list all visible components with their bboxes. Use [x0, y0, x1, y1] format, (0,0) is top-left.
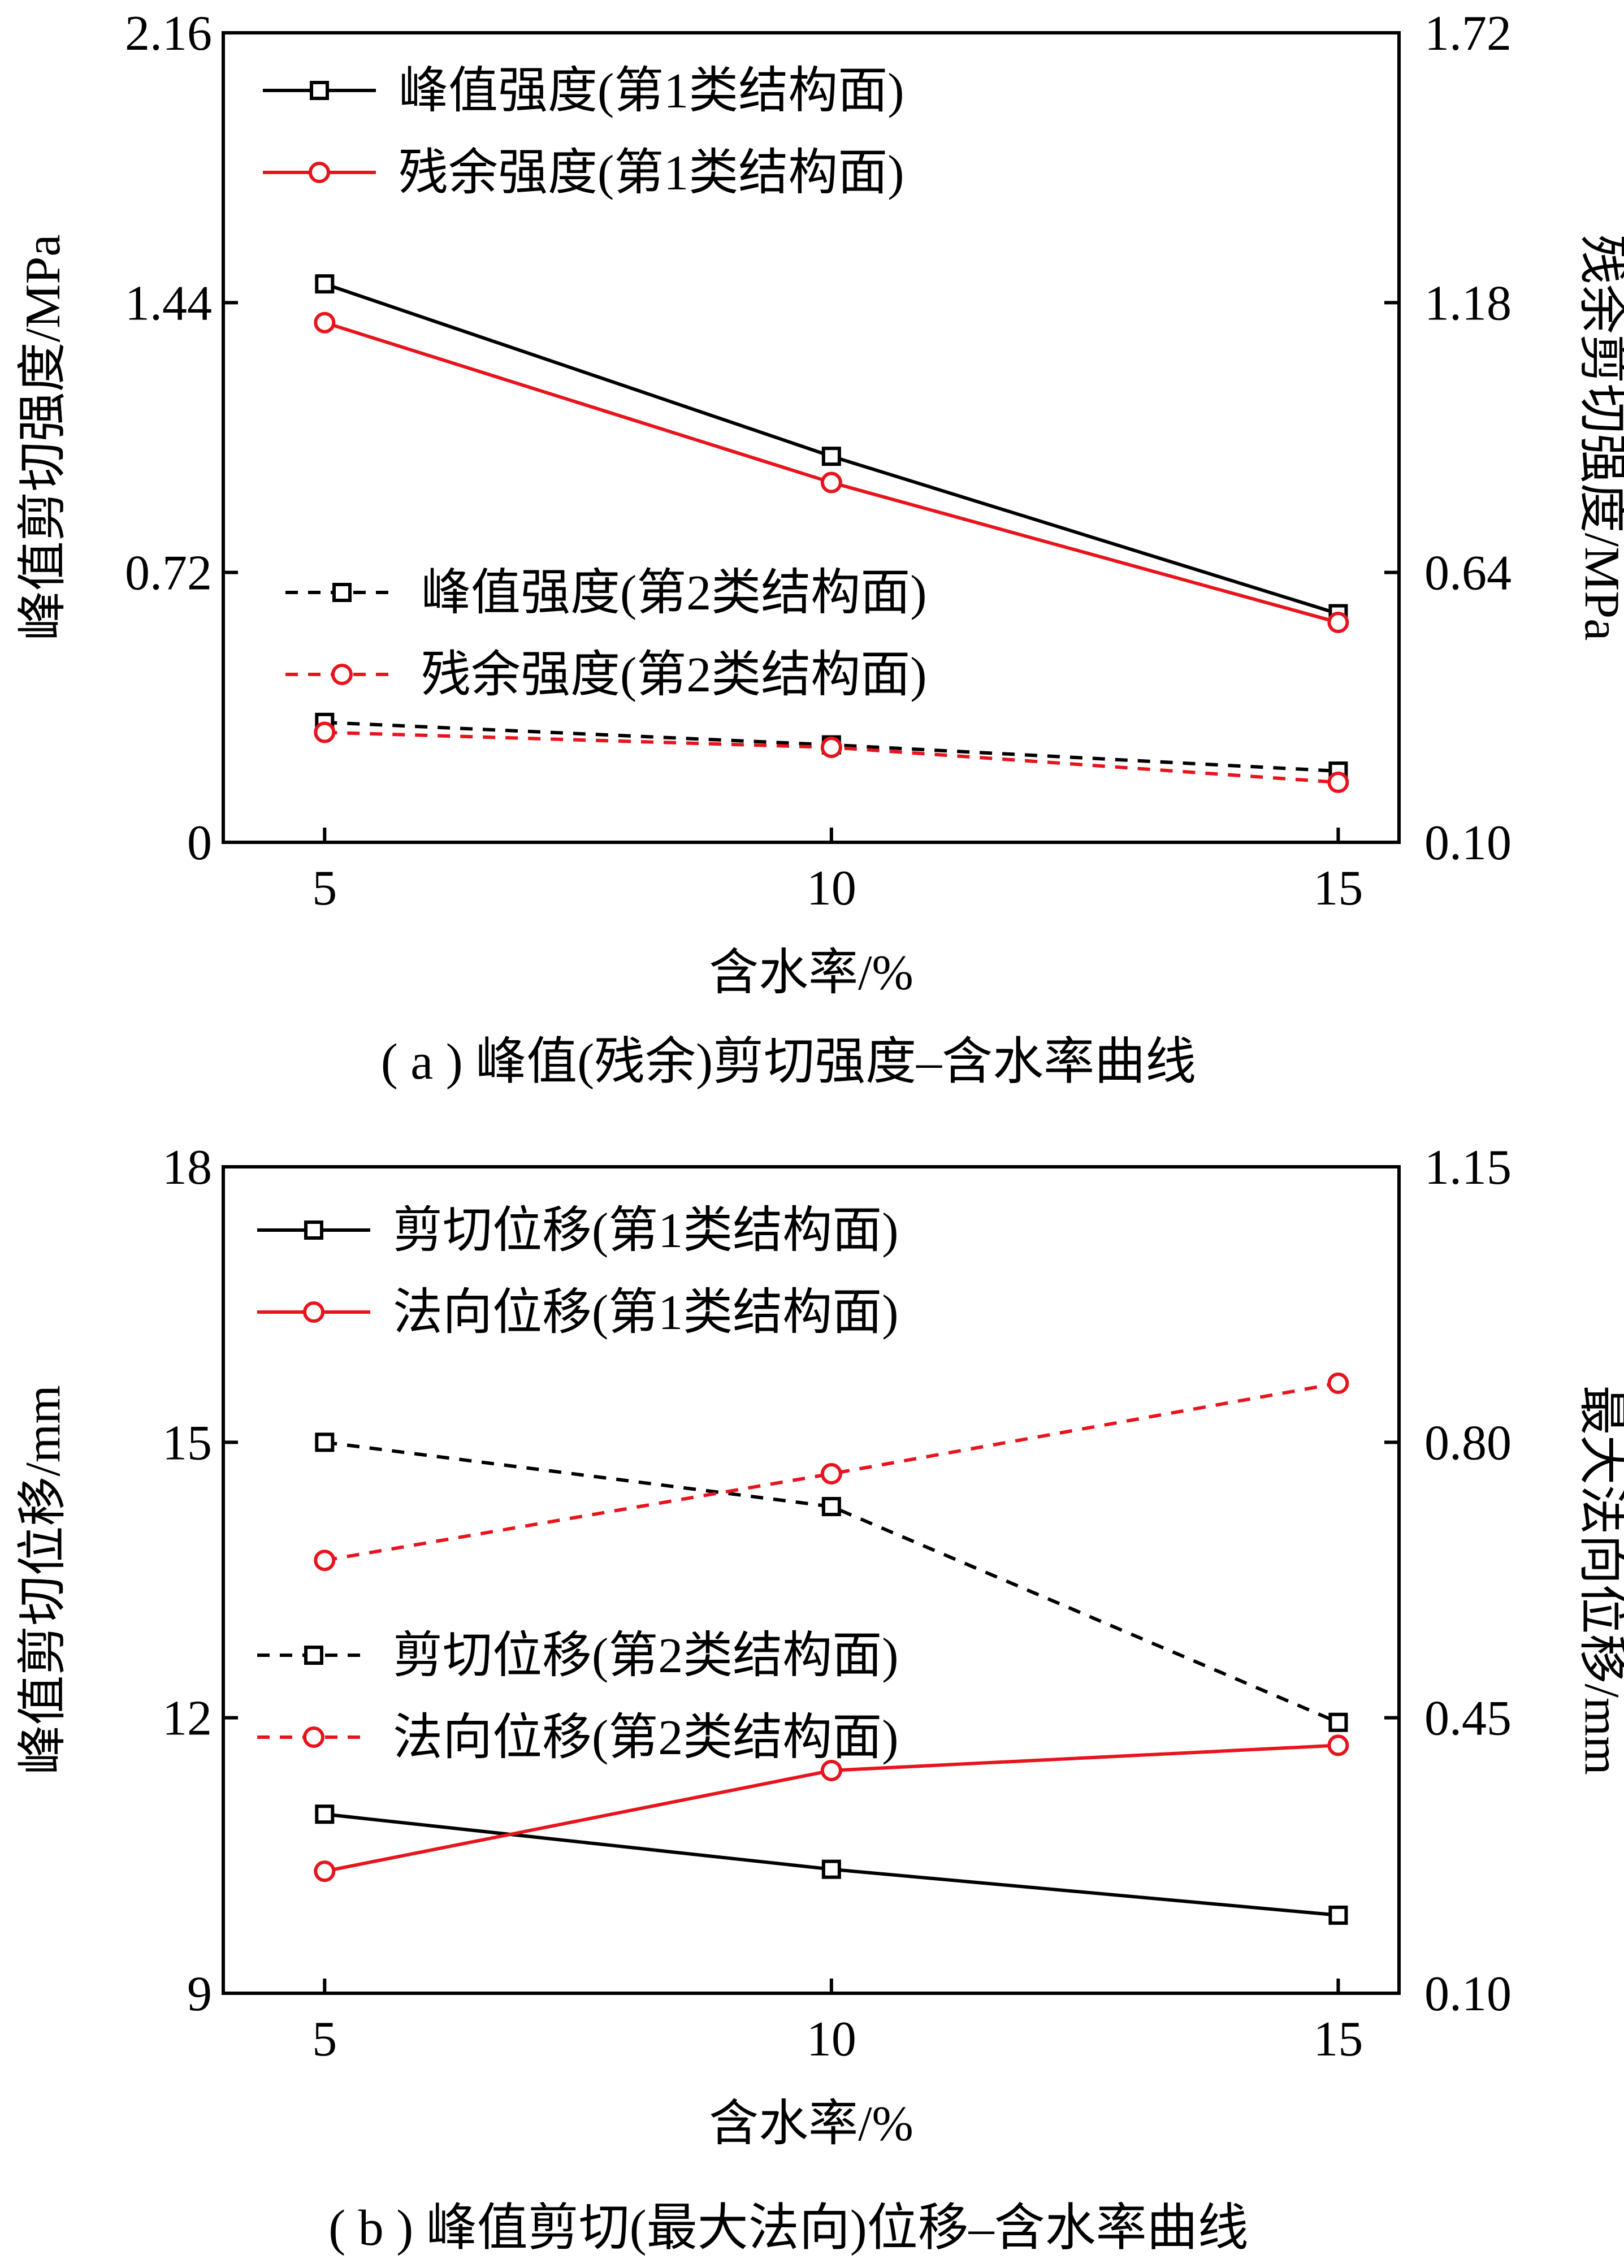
legend-swatch-marker [332, 583, 352, 602]
series-2-point-1 [314, 1860, 336, 1882]
y-right-tick-label: 0.64 [1424, 546, 1512, 601]
y-right-tick-label: 1.15 [1424, 1140, 1512, 1195]
y-right-axis-title: 残余剪切强度/MPa [1574, 235, 1624, 641]
series-1-point-1 [315, 1804, 335, 1824]
x-tick-label: 5 [312, 861, 337, 916]
y-left-axis-title: 峰值剪切位移/mm [16, 1385, 71, 1774]
series-1-point-3 [1328, 1905, 1348, 1925]
series-2-point-2 [820, 471, 842, 494]
x-tick-label: 10 [807, 2012, 856, 2067]
x-tick-label: 15 [1313, 2012, 1363, 2067]
series-1-point-1 [315, 274, 335, 294]
legend-label: 峰值强度(第2类结构面) [421, 566, 927, 621]
legend-label: 残余强度(第2类结构面) [421, 648, 927, 703]
series-2-point-2 [820, 1759, 842, 1781]
series-4-point-1 [314, 1549, 336, 1572]
x-axis-title: 含水率/% [709, 946, 913, 1001]
legend-swatch-marker [310, 81, 329, 100]
y-left-tick-label: 15 [162, 1416, 212, 1470]
legend-label: 峰值强度(第1类结构面) [399, 64, 904, 119]
legend-swatch-marker [331, 664, 353, 685]
series-1-point-2 [821, 1859, 841, 1879]
series-1-point-2 [821, 447, 841, 466]
y-right-tick-label: 1.18 [1424, 276, 1512, 331]
y-left-tick-label: 0 [187, 816, 212, 871]
y-right-tick-label: 0.80 [1424, 1416, 1512, 1470]
legend-label: 剪切位移(第2类结构面) [393, 1629, 899, 1683]
y-left-tick-label: 1.44 [125, 276, 212, 331]
chart-b-svg: 9 12 15 18 0.10 0.45 0.80 1.15 5 10 15 含水率/% 峰值剪切位移/… [16, 1140, 1624, 2256]
y-right-tick-label: 0.10 [1424, 816, 1512, 871]
x-axis-title: 含水率/% [709, 2097, 913, 2152]
chart-a-svg: 0 0.72 1.44 2.16 0.10 0.64 1.18 1.72 5 10 15 含水率/% 峰… [16, 6, 1624, 1090]
legend-label: 法向位移(第1类结构面) [393, 1286, 899, 1340]
legend-swatch-marker [304, 1220, 323, 1240]
series-4-point-3 [1327, 1372, 1349, 1394]
legend-label: 残余强度(第1类结构面) [399, 146, 904, 201]
y-left-tick-label: 18 [162, 1140, 212, 1195]
figure-caption: ( a ) 峰值(残余)剪切强度–含水率曲线 [381, 1034, 1196, 1090]
y-right-tick-label: 1.72 [1424, 6, 1512, 61]
y-left-axis-title: 峰值剪切强度/MPa [16, 235, 71, 641]
series-4-point-3 [1327, 771, 1349, 793]
chart-panel-b: 9 12 15 18 0.10 0.45 0.80 1.15 5 10 15 含水率/% 峰值剪切位移/… [0, 1134, 1624, 2268]
legend-swatch-marker [303, 1301, 324, 1323]
legend-label: 法向位移(第2类结构面) [393, 1711, 899, 1765]
series-3-point-3 [1328, 1712, 1348, 1732]
y-right-tick-label: 0.10 [1424, 1967, 1512, 2022]
x-tick-label: 5 [312, 2012, 337, 2067]
series-4-point-2 [820, 1463, 842, 1485]
legend-swatch-marker [304, 1646, 323, 1665]
plot-frame [222, 31, 1401, 844]
x-tick-label: 15 [1313, 861, 1363, 916]
series-3-point-2 [821, 1497, 841, 1517]
series-3-point-1 [315, 1432, 335, 1452]
series-4-point-1 [314, 721, 336, 743]
legend-swatch-marker [303, 1726, 324, 1748]
series-4-point-2 [820, 737, 842, 759]
y-left-tick-label: 0.72 [125, 546, 212, 601]
y-right-axis-title: 最大法向位移/mm [1574, 1385, 1624, 1774]
series-2-point-3 [1327, 1734, 1349, 1756]
y-left-tick-label: 2.16 [125, 6, 212, 61]
series-2-point-1 [314, 311, 336, 334]
y-left-tick-label: 12 [162, 1691, 212, 1746]
y-right-tick-label: 0.45 [1424, 1691, 1512, 1746]
figure-caption: ( b ) 峰值剪切(最大法向)位移–含水率曲线 [328, 2200, 1248, 2256]
legend-swatch-marker [309, 162, 330, 183]
y-left-tick-label: 9 [187, 1967, 212, 2022]
plot-frame [222, 1165, 1401, 1995]
series-line-3 [324, 1440, 1339, 1724]
series-2-point-3 [1327, 612, 1349, 634]
chart-panel-a: 0 0.72 1.44 2.16 0.10 0.64 1.18 1.72 5 10 15 含水率/% 峰… [0, 0, 1624, 1108]
legend-label: 剪切位移(第1类结构面) [393, 1204, 899, 1258]
x-tick-label: 10 [807, 861, 856, 916]
